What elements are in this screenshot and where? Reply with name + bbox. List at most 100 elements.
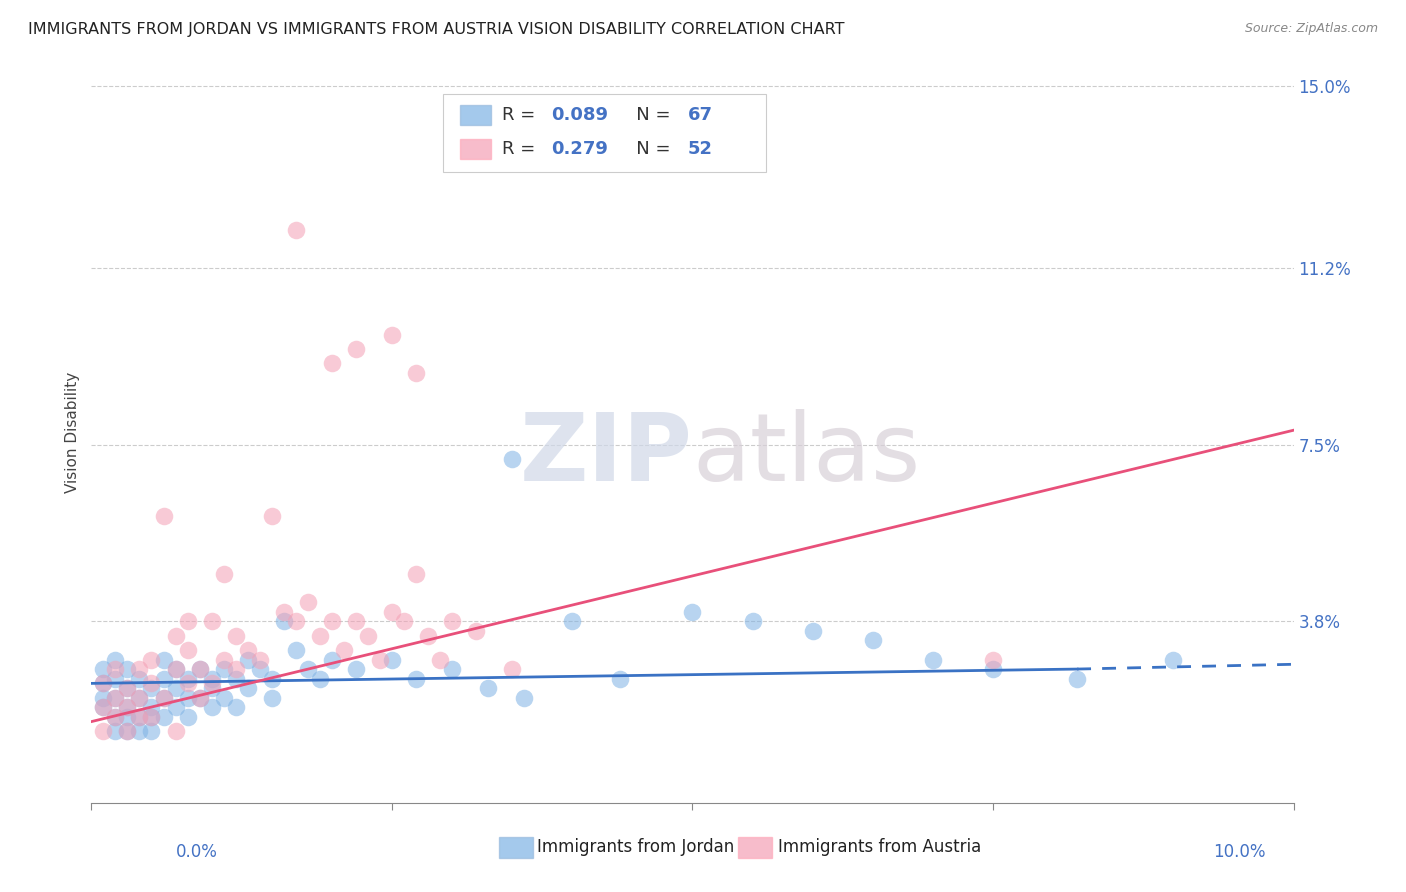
Point xyxy=(141,710,163,724)
Text: 10.0%: 10.0% xyxy=(1213,843,1265,861)
Point xyxy=(225,629,247,643)
Point xyxy=(1066,672,1088,686)
Point xyxy=(152,710,174,724)
Point xyxy=(165,700,187,714)
Text: ZIP: ZIP xyxy=(520,409,692,500)
Point xyxy=(357,629,380,643)
Point xyxy=(201,700,224,714)
Text: Immigrants from Austria: Immigrants from Austria xyxy=(778,838,981,856)
Point xyxy=(405,566,427,581)
Point xyxy=(117,681,139,695)
Point xyxy=(117,681,139,695)
Point xyxy=(165,724,187,739)
Point xyxy=(465,624,488,638)
Point xyxy=(862,633,884,648)
Point xyxy=(477,681,499,695)
Point xyxy=(104,672,127,686)
Point xyxy=(104,690,127,705)
Point xyxy=(225,662,247,676)
Point xyxy=(104,710,127,724)
Text: 67: 67 xyxy=(688,106,713,124)
Point xyxy=(381,652,404,666)
Text: R =: R = xyxy=(502,140,541,158)
Point xyxy=(260,690,283,705)
Text: atlas: atlas xyxy=(692,409,921,500)
Point xyxy=(236,681,259,695)
Point xyxy=(152,652,174,666)
Point xyxy=(93,676,115,690)
Point xyxy=(225,700,247,714)
Point xyxy=(344,662,367,676)
Point xyxy=(1161,652,1184,666)
Point xyxy=(284,643,307,657)
Point xyxy=(308,672,330,686)
Point xyxy=(152,690,174,705)
Point xyxy=(117,662,139,676)
Point xyxy=(93,700,115,714)
Point xyxy=(212,690,235,705)
Point xyxy=(308,629,330,643)
Point xyxy=(176,676,198,690)
Point xyxy=(681,605,703,619)
Point xyxy=(609,672,631,686)
Point xyxy=(321,356,343,370)
Point xyxy=(104,652,127,666)
Point xyxy=(152,690,174,705)
Point xyxy=(93,662,115,676)
Point xyxy=(104,690,127,705)
Text: R =: R = xyxy=(502,106,541,124)
Point xyxy=(201,676,224,690)
Point xyxy=(141,700,163,714)
Point xyxy=(117,700,139,714)
Point xyxy=(249,662,271,676)
Point xyxy=(93,724,115,739)
Text: N =: N = xyxy=(619,140,676,158)
Point xyxy=(141,710,163,724)
Point xyxy=(381,605,404,619)
Point xyxy=(128,662,150,676)
Point xyxy=(225,672,247,686)
Point xyxy=(273,605,295,619)
Point xyxy=(333,643,356,657)
Point xyxy=(297,595,319,609)
Point xyxy=(344,342,367,356)
Point xyxy=(188,690,211,705)
Text: N =: N = xyxy=(619,106,676,124)
Point xyxy=(201,672,224,686)
Point xyxy=(104,724,127,739)
Point xyxy=(201,615,224,629)
Y-axis label: Vision Disability: Vision Disability xyxy=(65,372,80,493)
Point xyxy=(981,652,1004,666)
Text: Immigrants from Jordan: Immigrants from Jordan xyxy=(537,838,734,856)
Point xyxy=(440,662,463,676)
Point xyxy=(405,366,427,380)
Point xyxy=(152,509,174,524)
Point xyxy=(93,700,115,714)
Point xyxy=(176,710,198,724)
Point xyxy=(117,724,139,739)
Point xyxy=(176,643,198,657)
Point xyxy=(297,662,319,676)
Point xyxy=(176,615,198,629)
Text: Source: ZipAtlas.com: Source: ZipAtlas.com xyxy=(1244,22,1378,36)
Point xyxy=(249,652,271,666)
Point xyxy=(429,652,451,666)
Point xyxy=(381,327,404,342)
Point xyxy=(981,662,1004,676)
Point xyxy=(165,681,187,695)
Point xyxy=(501,662,523,676)
Text: 0.0%: 0.0% xyxy=(176,843,218,861)
Text: IMMIGRANTS FROM JORDAN VS IMMIGRANTS FROM AUSTRIA VISION DISABILITY CORRELATION : IMMIGRANTS FROM JORDAN VS IMMIGRANTS FRO… xyxy=(28,22,845,37)
Point xyxy=(236,643,259,657)
Point xyxy=(801,624,824,638)
Point xyxy=(321,652,343,666)
Point xyxy=(321,615,343,629)
Point xyxy=(176,672,198,686)
Point xyxy=(93,676,115,690)
Point xyxy=(188,690,211,705)
Point xyxy=(128,710,150,724)
Point xyxy=(212,566,235,581)
Point xyxy=(152,672,174,686)
Point xyxy=(501,451,523,466)
Point xyxy=(141,681,163,695)
